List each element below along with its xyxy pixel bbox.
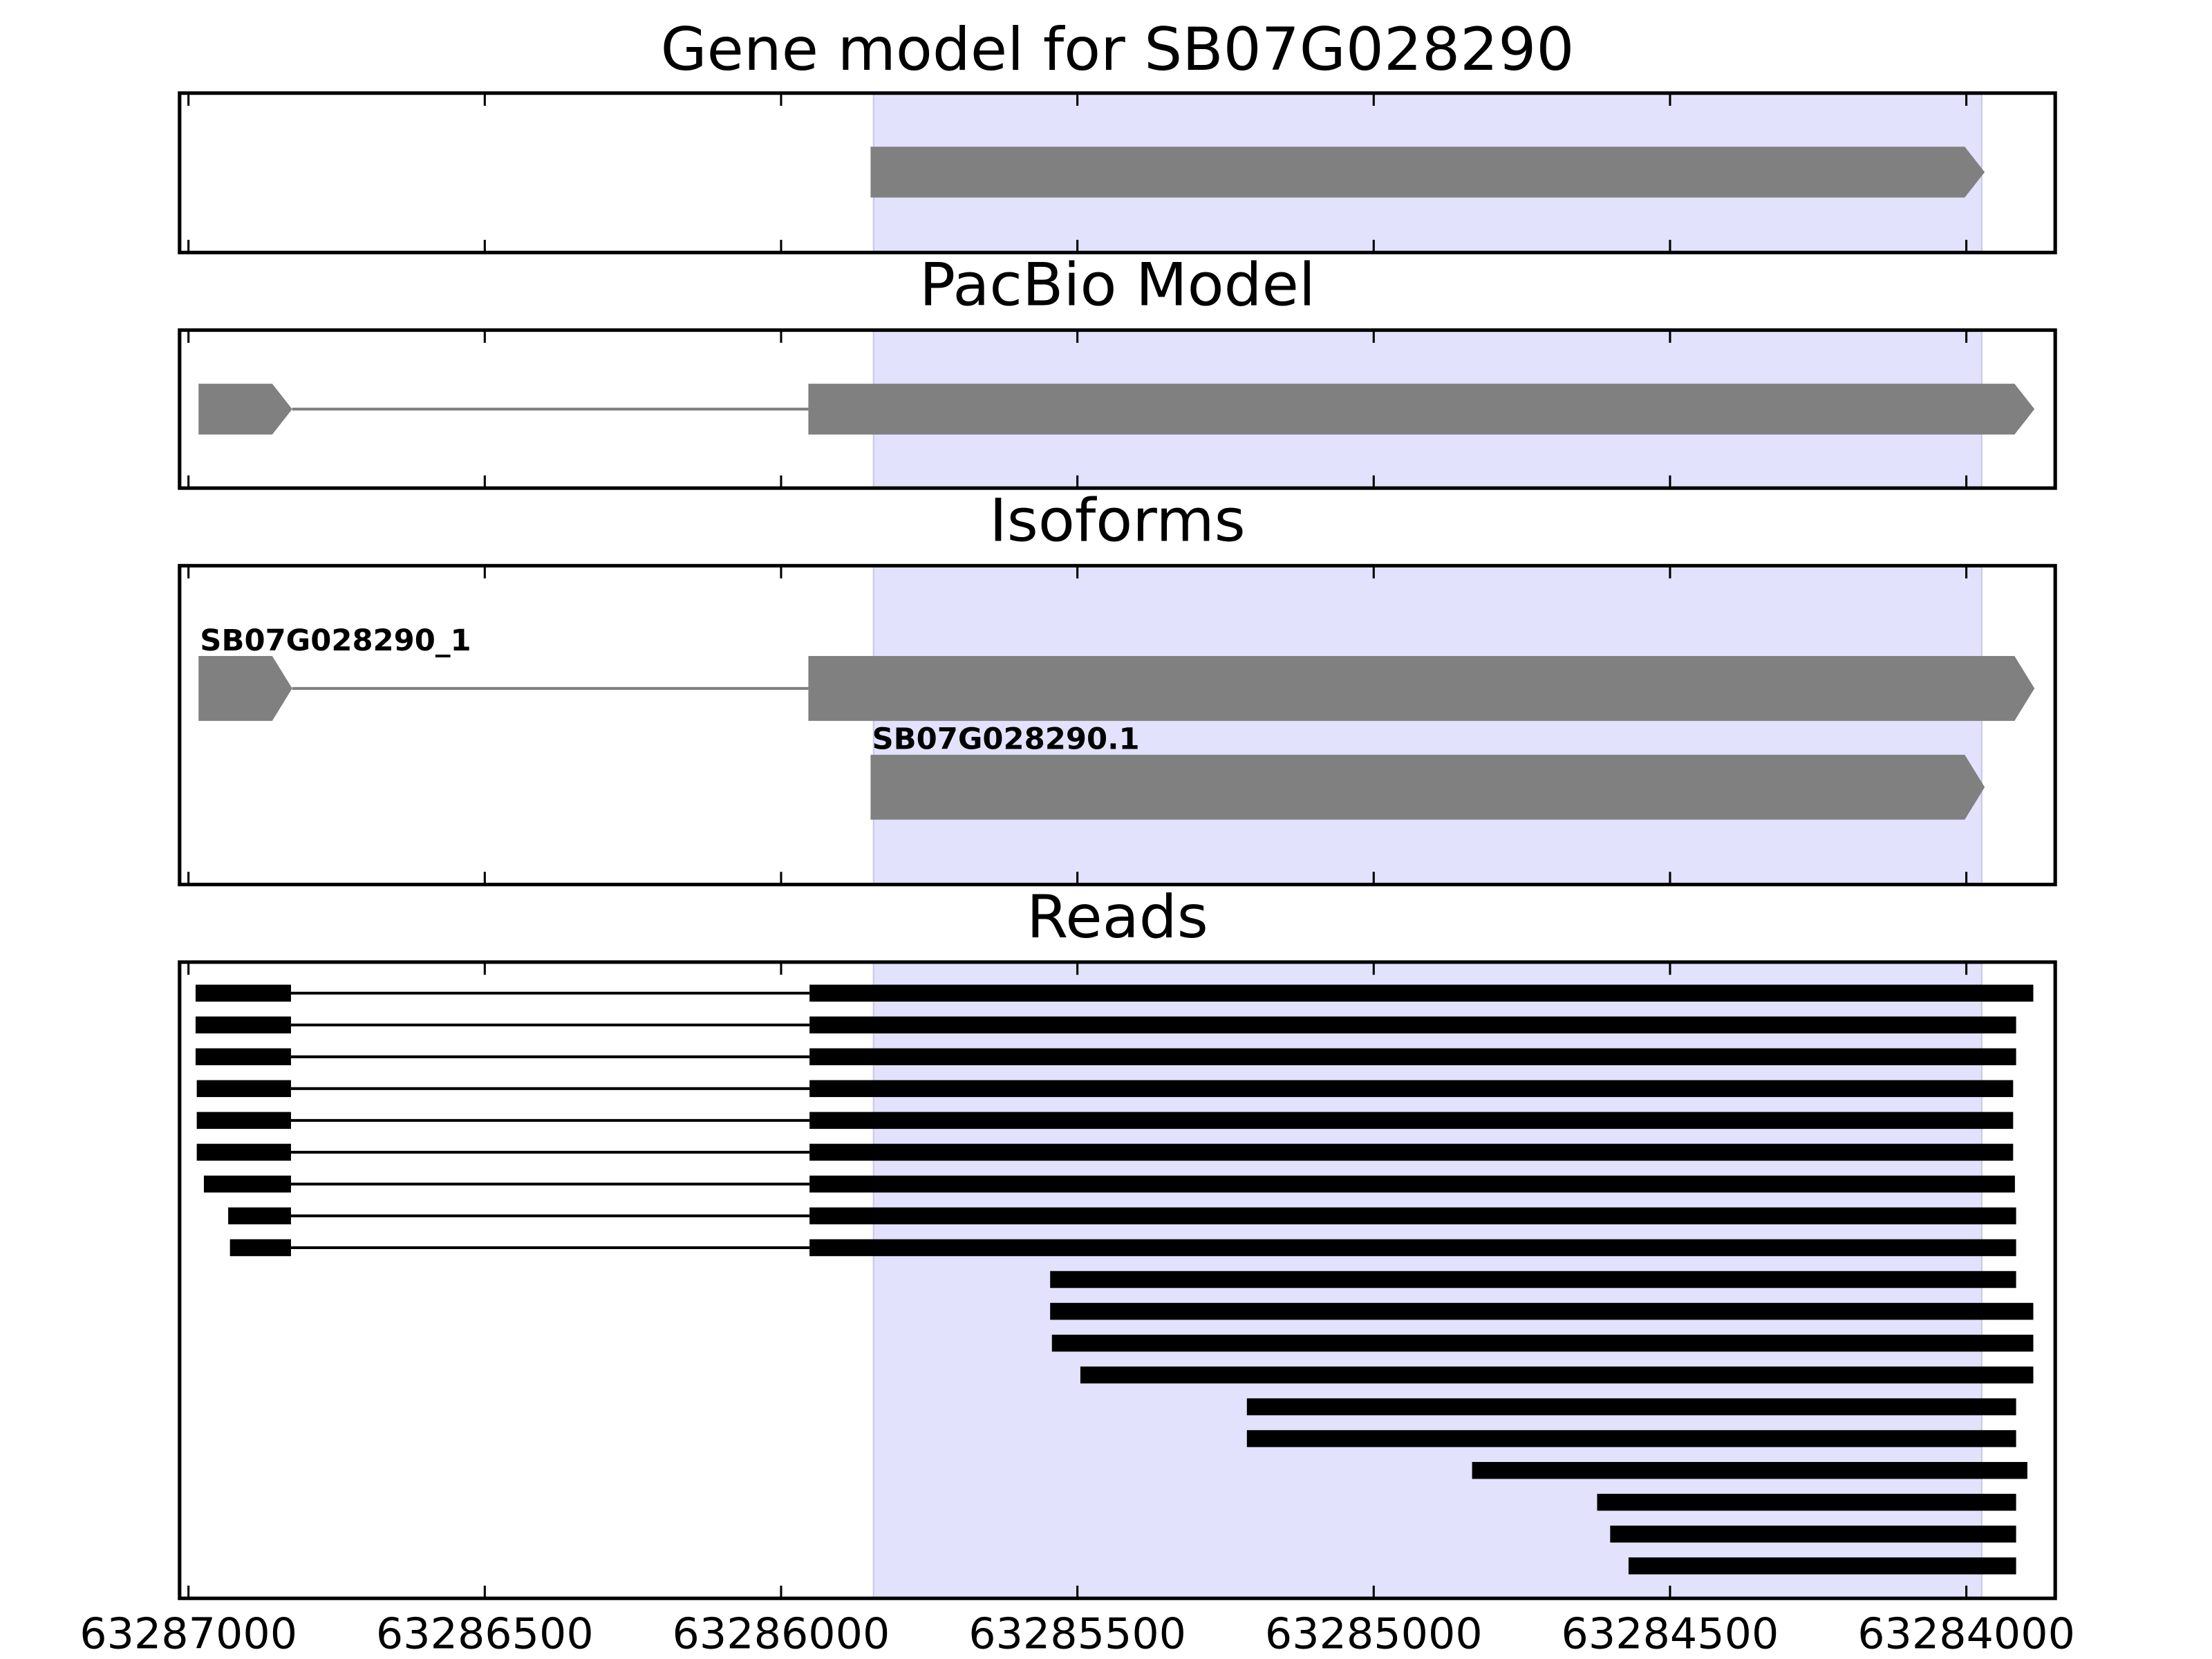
panel-frame: [178, 91, 2057, 254]
read-block: [196, 1112, 291, 1130]
panel-frame: [178, 960, 2057, 1600]
read-block: [1080, 1366, 2034, 1384]
x-tick-label: 63287000: [79, 1609, 297, 1659]
read-block: [809, 984, 2034, 1002]
read-block: [195, 984, 291, 1002]
x-tick-label: 63284000: [1857, 1609, 2075, 1659]
panel-title: Reads: [1027, 883, 1208, 952]
read-block: [1610, 1526, 2016, 1543]
read-block: [1050, 1271, 2016, 1288]
exon: [198, 384, 292, 435]
read-block: [809, 1175, 2015, 1193]
exon: [198, 655, 292, 721]
x-tick-label: 63285500: [968, 1609, 1186, 1659]
x-tick-label: 63286000: [673, 1609, 890, 1659]
read-block: [195, 1016, 291, 1034]
x-tick-label: 63286500: [376, 1609, 594, 1659]
read-block: [1628, 1557, 2016, 1575]
read-block: [809, 1080, 2014, 1098]
panel-title: Isoforms: [989, 487, 1246, 556]
panel-title: PacBio Model: [919, 251, 1315, 320]
read-block: [809, 1112, 2014, 1130]
read-block: [1597, 1493, 2016, 1511]
panel-title: Gene model for SB07G028290: [661, 15, 1575, 84]
panel-frame: [178, 328, 2057, 490]
x-tick-label: 63284500: [1562, 1609, 1779, 1659]
read-block: [809, 1207, 2016, 1225]
read-block: [1051, 1334, 2034, 1352]
read-block: [1050, 1302, 2034, 1320]
exon: [808, 655, 2035, 721]
read-block: [809, 1016, 2016, 1034]
highlight-region: [872, 565, 1983, 885]
read-block: [203, 1175, 291, 1193]
read-block: [809, 1239, 2016, 1257]
read-block: [228, 1207, 291, 1225]
read-block: [195, 1048, 291, 1066]
exon: [808, 384, 2035, 435]
isoform-label: SB07G028290_1: [200, 624, 471, 658]
isoform-label: SB07G028290.1: [872, 722, 1139, 757]
read-block: [196, 1080, 291, 1098]
read-block: [1472, 1461, 2027, 1479]
read-block: [229, 1239, 291, 1257]
read-block: [809, 1048, 2016, 1066]
read-block: [1246, 1430, 2016, 1447]
exon: [870, 147, 1985, 198]
exon: [870, 754, 1985, 820]
read-block: [196, 1143, 291, 1161]
read-block: [809, 1143, 2014, 1161]
x-tick-label: 63285000: [1265, 1609, 1483, 1659]
panel-frame: [178, 563, 2057, 887]
read-block: [1246, 1398, 2016, 1416]
